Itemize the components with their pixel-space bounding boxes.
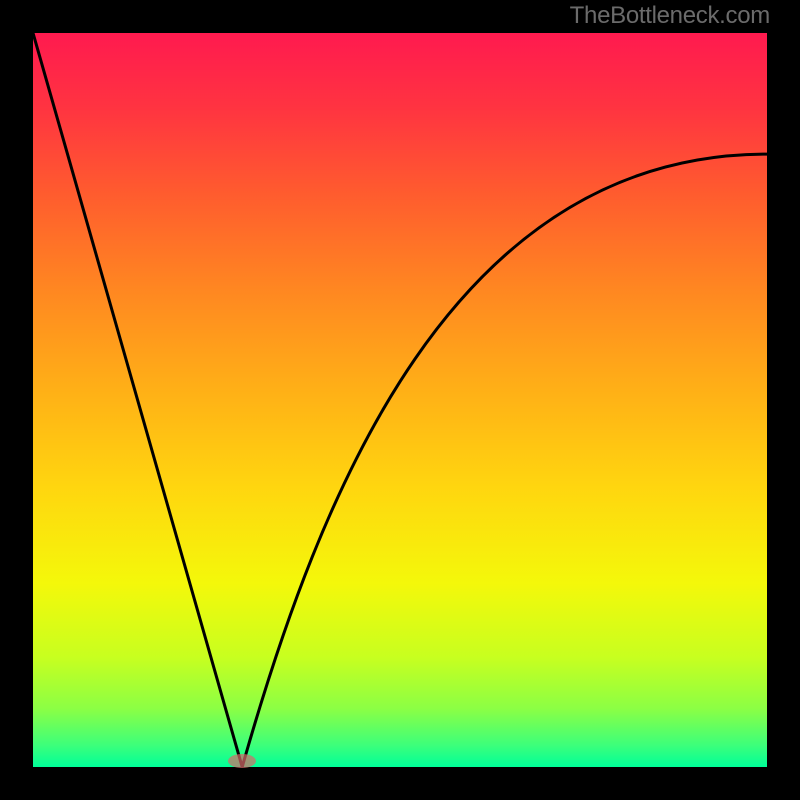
watermark-text: TheBottleneck.com bbox=[570, 2, 770, 30]
curve-path bbox=[33, 33, 767, 767]
plot-area bbox=[33, 33, 767, 767]
chart-container: TheBottleneck.com bbox=[0, 0, 800, 800]
bottleneck-curve bbox=[33, 33, 767, 767]
